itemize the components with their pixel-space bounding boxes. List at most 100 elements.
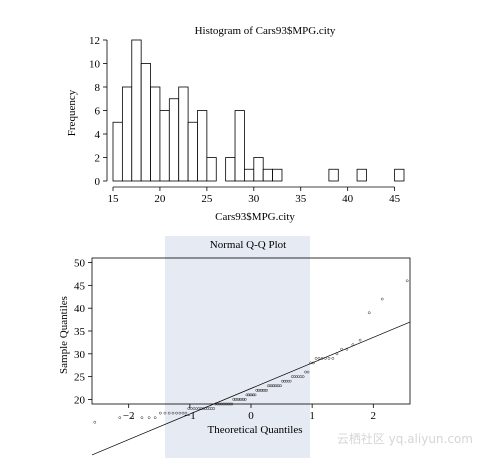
qq-plot-panel: Normal Q-Q Plot Theoretical Quantiles Sa… (58, 239, 411, 456)
histogram-bar (262, 168, 273, 182)
qq-point (327, 357, 331, 360)
histogram-y-tick-label: 12 (89, 35, 100, 47)
qq-point (159, 411, 162, 415)
qq-x-tick-label: 1 (309, 410, 315, 422)
qq-point (301, 375, 305, 378)
qq-point (242, 398, 245, 401)
qq-point (147, 416, 151, 420)
qq-y-axis: 20 25 30 35 40 45 50 (74, 258, 92, 406)
histogram-bar (178, 86, 189, 182)
qq-point (247, 393, 250, 397)
histogram-bar (328, 168, 339, 182)
qq-point (238, 398, 242, 401)
qq-point (331, 357, 335, 360)
qq-point (235, 398, 239, 401)
qq-y-tick-label: 35 (74, 326, 86, 338)
qq-point (304, 370, 307, 374)
qq-point (252, 393, 255, 397)
qq-point (221, 402, 225, 406)
qq-point (216, 402, 219, 406)
qq-point (288, 379, 292, 383)
qq-point (283, 379, 286, 383)
qq-point (192, 407, 196, 410)
histogram-bar (394, 168, 405, 182)
qq-point (218, 402, 221, 406)
histogram-y-tick-label: 2 (95, 153, 101, 165)
qq-point (273, 384, 277, 388)
histogram-x-tick-label: 40 (342, 193, 354, 205)
histogram-bars (112, 39, 405, 182)
qq-point (225, 402, 229, 406)
qq-point (279, 384, 283, 388)
qq-point (223, 402, 227, 406)
qq-y-tick-label: 25 (74, 372, 86, 384)
qq-point (358, 338, 362, 342)
qq-point (265, 388, 269, 392)
histogram-bar (253, 157, 264, 182)
qq-point (380, 297, 384, 301)
histogram-x-tick-label: 35 (295, 193, 307, 205)
qq-x-label: Theoretical Quantiles (208, 424, 303, 436)
histogram-bar (140, 63, 151, 182)
qq-y-tick-label: 45 (74, 280, 86, 292)
qq-point (272, 384, 275, 388)
qq-point (267, 384, 270, 388)
qq-point (255, 388, 259, 392)
qq-title: Normal Q-Q Plot (210, 239, 286, 251)
qq-y-tick-label: 30 (74, 349, 86, 361)
qq-x-tick-label: −1 (184, 410, 196, 422)
histogram-x-tick-label: 25 (201, 193, 213, 205)
histogram-y-tick-label: 6 (95, 106, 101, 118)
qq-x-tick-label: 2 (371, 410, 377, 422)
qq-point (163, 411, 167, 415)
qq-point (181, 411, 185, 415)
qq-point (243, 398, 247, 401)
qq-point (314, 357, 318, 360)
qq-point (131, 416, 135, 420)
histogram-title: Histogram of Cars93$MPG.city (195, 25, 336, 37)
qq-point (232, 398, 235, 401)
qq-y-tick-label: 40 (74, 303, 86, 315)
qq-point (240, 398, 244, 401)
histogram-x-tick-label: 15 (108, 193, 120, 205)
histogram-x-axis: 15 20 25 30 35 40 45 (108, 186, 401, 205)
qq-point (258, 388, 262, 392)
qq-point (245, 393, 249, 397)
qq-x-tick-label: −2 (123, 410, 135, 422)
qq-reference-line (91, 321, 411, 456)
histogram-x-tick-label: 20 (154, 193, 166, 205)
qq-point (187, 407, 191, 410)
histogram-x-tick-label: 30 (248, 193, 260, 205)
histogram-bar (131, 39, 142, 182)
histogram-y-tick-label: 4 (95, 129, 101, 141)
qq-point (281, 379, 284, 383)
qq-point (233, 398, 237, 401)
qq-point (284, 379, 288, 383)
histogram-bar (225, 157, 236, 182)
qq-point (248, 393, 252, 397)
qq-point (140, 416, 144, 420)
qq-point (263, 388, 267, 392)
histogram-bar (206, 157, 217, 182)
qq-point (277, 384, 281, 388)
qq-point (184, 411, 188, 415)
qq-point (228, 402, 232, 406)
qq-point (230, 402, 234, 406)
histogram-bar (150, 86, 161, 182)
qq-point (227, 402, 230, 406)
qq-x-axis: −2 −1 0 1 2 (123, 404, 376, 422)
histogram-x-label: Cars93$MPG.city (215, 211, 295, 223)
histogram-y-label: Frequency (66, 89, 78, 136)
qq-point (270, 384, 274, 388)
qq-point (261, 388, 265, 392)
qq-point (257, 388, 260, 392)
qq-point (405, 279, 409, 283)
qq-point (212, 407, 216, 410)
histogram-bar (168, 98, 180, 182)
histogram-bar (187, 121, 198, 182)
histogram-y-tick-label: 8 (95, 82, 101, 94)
qq-point (250, 393, 254, 397)
qq-point (367, 311, 371, 315)
